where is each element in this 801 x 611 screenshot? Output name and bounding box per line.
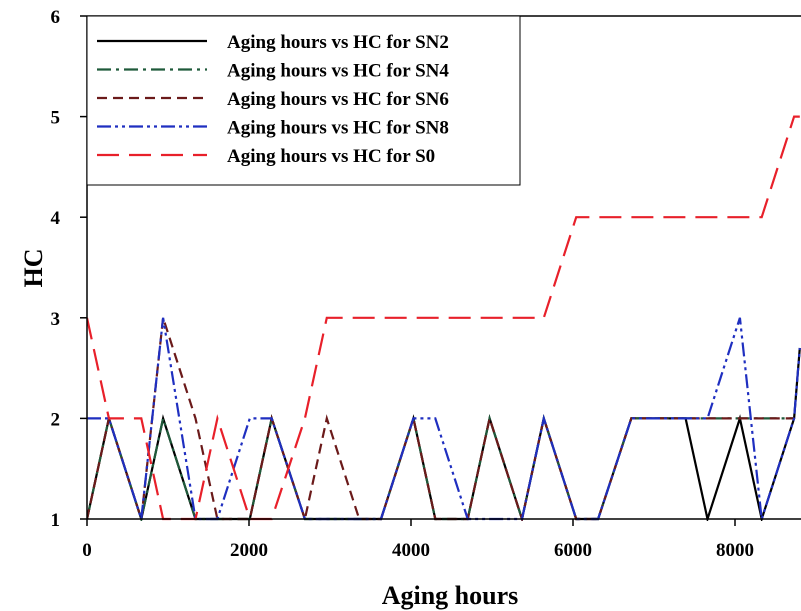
x-tick-label: 2000 [230,540,268,561]
x-tick-label: 0 [82,540,92,561]
x-tick-label: 8000 [716,540,754,561]
legend-label-1: Aging hours vs HC for SN2 [227,32,449,53]
y-tick-label: 2 [51,409,61,430]
series-line-1 [87,347,801,521]
legend-label-5: Aging hours vs HC for S0 [227,146,435,167]
legend-label-4: Aging hours vs HC for SN8 [227,118,449,139]
y-tick-label: 3 [51,309,61,330]
x-tick-label: 4000 [392,540,430,561]
x-tick-label: 6000 [554,540,592,561]
y-tick-label: 1 [51,510,61,531]
y-tick-label: 5 [51,108,61,129]
x-axis-title: Aging hours [382,581,519,610]
ticks-layer: 0 2000 4000 6000 8000 1 2 3 4 5 6 [51,7,755,561]
legend-label-2: Aging hours vs HC for SN4 [227,61,449,82]
legend: Aging hours vs HC for SN2 Aging hours vs … [86,15,521,186]
y-tick-label: 4 [51,208,61,229]
legend-label-3: Aging hours vs HC for SN6 [227,89,449,110]
legend-box [86,15,521,186]
y-axis-title: HC [19,249,48,288]
y-tick-label: 6 [51,7,61,28]
